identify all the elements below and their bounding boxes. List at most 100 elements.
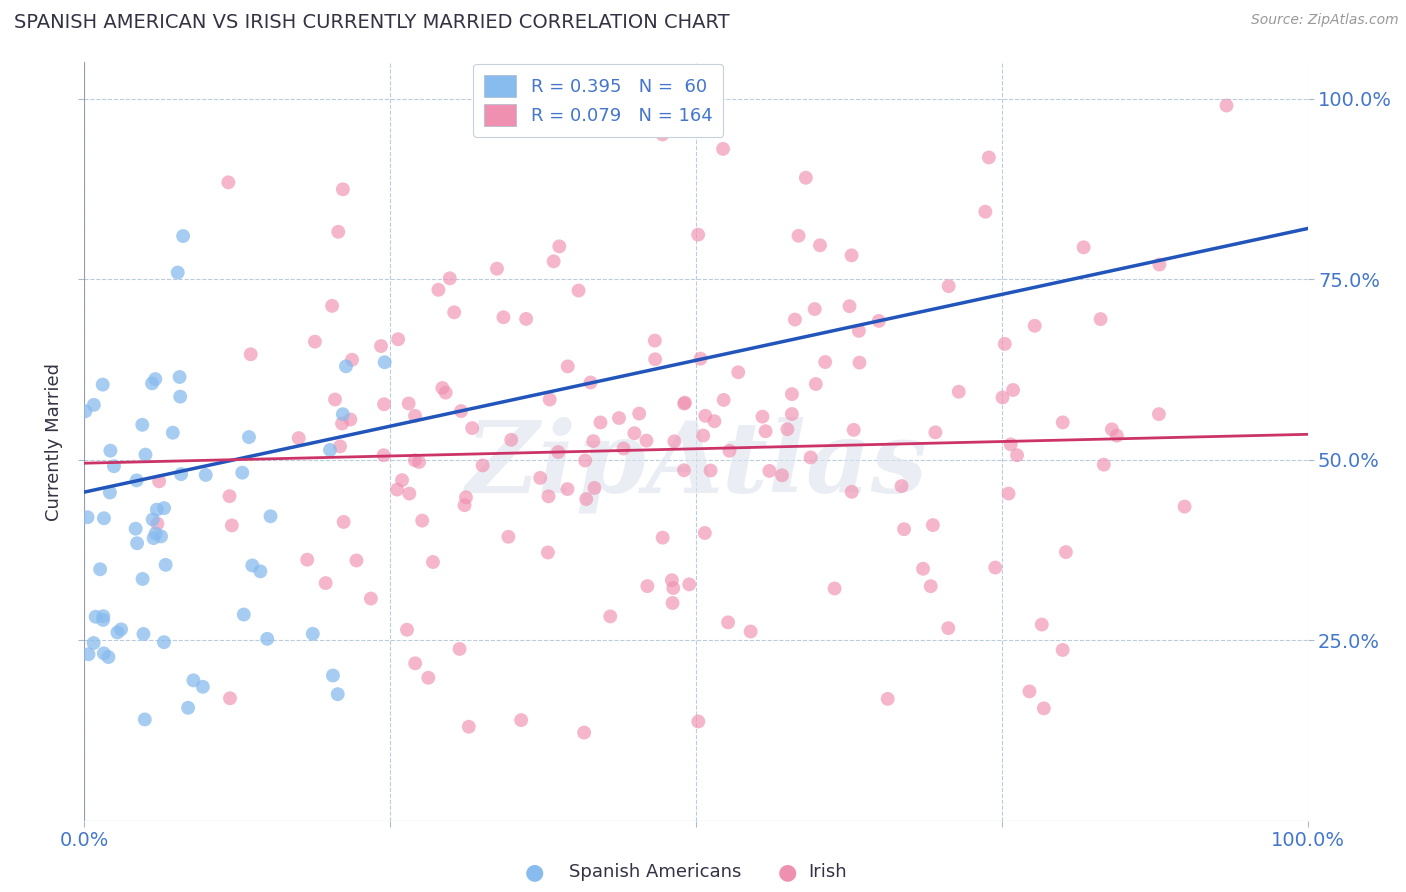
Point	[727, 365, 749, 379]
Point	[776, 422, 799, 436]
Point	[755, 424, 778, 438]
Point	[688, 227, 710, 242]
Point	[439, 271, 461, 285]
Point	[124, 522, 146, 536]
Point	[994, 337, 1017, 351]
Point	[131, 417, 153, 432]
Point	[321, 299, 343, 313]
Point	[579, 376, 602, 390]
Point	[100, 443, 122, 458]
Point	[692, 428, 714, 442]
Point	[583, 481, 606, 495]
Point	[651, 531, 673, 545]
Point	[974, 204, 997, 219]
Point	[110, 623, 132, 637]
Point	[330, 417, 353, 431]
Point	[780, 387, 803, 401]
Point	[461, 421, 484, 435]
Point	[515, 312, 537, 326]
Point	[418, 671, 440, 685]
Point	[373, 397, 395, 411]
Point	[808, 238, 831, 252]
Point	[575, 492, 598, 507]
Point	[471, 458, 494, 473]
Point	[146, 516, 169, 531]
Point	[1090, 312, 1112, 326]
Point	[922, 518, 945, 533]
Point	[432, 381, 454, 395]
Point	[678, 577, 700, 591]
Point	[529, 471, 551, 485]
Point	[636, 434, 658, 448]
Point	[297, 552, 319, 566]
Point	[304, 334, 326, 349]
Point	[457, 720, 479, 734]
Point	[332, 407, 354, 421]
Point	[607, 411, 630, 425]
Point	[339, 412, 361, 426]
Point	[557, 482, 579, 496]
Point	[93, 511, 115, 525]
Point	[127, 536, 149, 550]
Point	[842, 423, 865, 437]
Point	[991, 391, 1014, 405]
Point	[1105, 428, 1128, 442]
Point	[153, 501, 176, 516]
Point	[1031, 617, 1053, 632]
Point	[240, 558, 263, 573]
Point	[391, 473, 413, 487]
Point	[758, 464, 780, 478]
Point	[145, 526, 167, 541]
Point	[231, 466, 253, 480]
Point	[166, 266, 188, 280]
Point	[841, 484, 863, 499]
Point	[155, 558, 177, 572]
Point	[848, 355, 870, 369]
Point	[89, 562, 111, 576]
Text: ZipAtlas: ZipAtlas	[465, 416, 927, 513]
Point	[623, 426, 645, 441]
Point	[890, 479, 912, 493]
Point	[673, 396, 696, 410]
Point	[239, 347, 262, 361]
Point	[374, 355, 396, 369]
Point	[404, 409, 426, 423]
Point	[876, 691, 898, 706]
Point	[301, 627, 323, 641]
Point	[770, 468, 793, 483]
Point	[662, 581, 685, 595]
Point	[543, 254, 565, 268]
Point	[218, 489, 240, 503]
Point	[83, 398, 105, 412]
Point	[1032, 701, 1054, 715]
Point	[153, 635, 176, 649]
Point	[131, 572, 153, 586]
Point	[1073, 240, 1095, 254]
Point	[703, 414, 725, 428]
Point	[146, 502, 169, 516]
Point	[169, 390, 191, 404]
Point	[492, 310, 515, 325]
Point	[319, 442, 342, 457]
Point	[75, 404, 97, 418]
Point	[1174, 500, 1197, 514]
Point	[868, 314, 890, 328]
Point	[443, 305, 465, 319]
Point	[232, 607, 254, 622]
Point	[141, 376, 163, 391]
Point	[794, 170, 817, 185]
Point	[194, 467, 217, 482]
Point	[134, 713, 156, 727]
Point	[256, 632, 278, 646]
Point	[572, 725, 595, 739]
Point	[1052, 416, 1074, 430]
Point	[249, 565, 271, 579]
Point	[664, 434, 686, 449]
Point	[434, 385, 457, 400]
Point	[1215, 98, 1237, 112]
Point	[387, 332, 409, 346]
Point	[1092, 458, 1115, 472]
Point	[97, 650, 120, 665]
Point	[329, 439, 352, 453]
Point	[191, 680, 214, 694]
